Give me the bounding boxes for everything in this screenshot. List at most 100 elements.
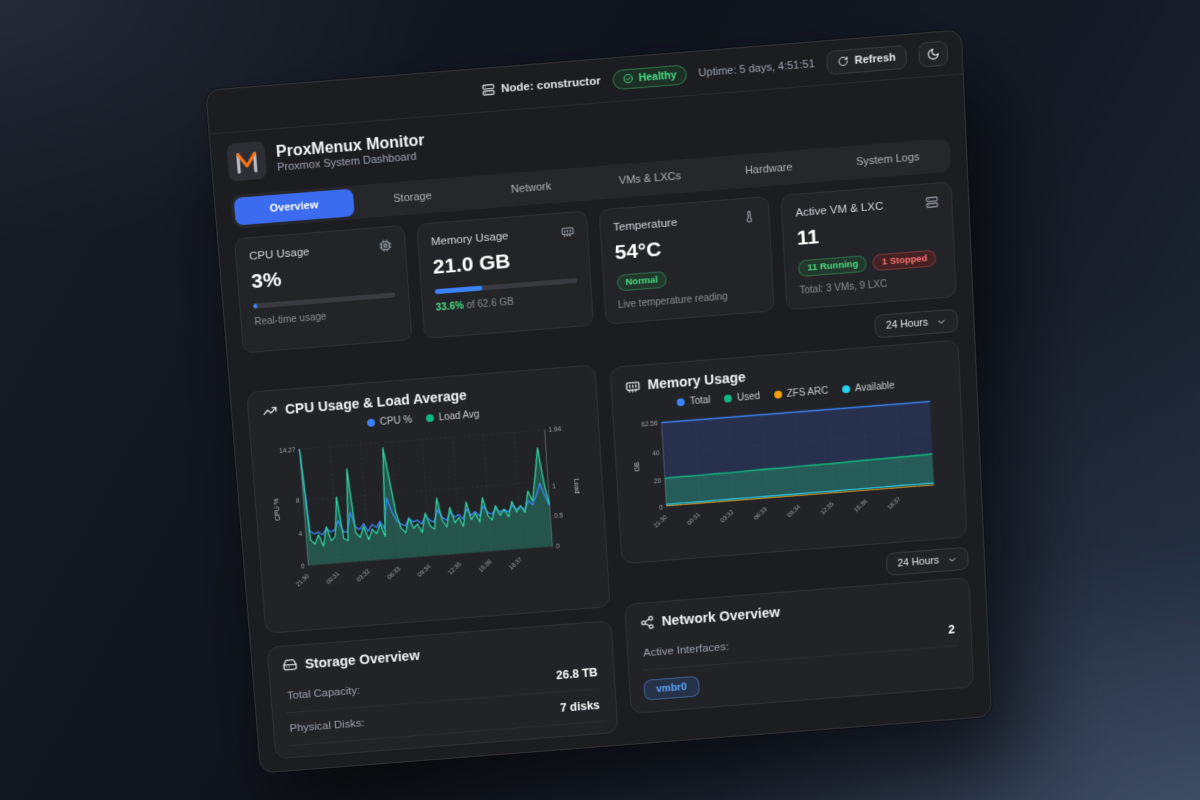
row-label: Physical Disks:	[289, 717, 365, 735]
row-label: Active Interfaces:	[642, 641, 730, 660]
cpu-load-chart: 21:30 00:31 03:32 06:33 09:34 12:35 15:36 18:37…	[272, 426, 581, 589]
y-axis-title: CPU %	[272, 497, 282, 521]
area-fill	[661, 401, 933, 479]
time-range-select[interactable]: 24 Hours	[874, 308, 959, 339]
y-tick-label: 1	[552, 483, 556, 490]
tab-overview[interactable]: Overview	[233, 188, 355, 226]
memory-usage-card: Memory Usage 21.0 GB 33.6% of 62.6 GB	[415, 210, 594, 340]
row-value: 7 disks	[559, 698, 601, 715]
server-stack-icon	[925, 195, 939, 209]
memory-progress-fill	[434, 285, 483, 295]
x-tick-label: 18:37	[508, 556, 524, 572]
proxmenux-logo-icon	[233, 147, 261, 175]
main-content: CPU Usage & Load Average CPU % Load Avg 2…	[244, 307, 975, 760]
health-badge: Healthy	[611, 63, 688, 90]
right-column: 24 Hours Memory Usage Total Used ZFS ARC Av…	[607, 307, 975, 715]
left-column: CPU Usage & Load Average CPU % Load Avg 2…	[244, 335, 618, 760]
y-axis-title: Load	[572, 478, 581, 494]
tab-vms-lxcs[interactable]: VMs & LXCs	[590, 160, 710, 197]
memory-icon	[624, 378, 640, 394]
network-overview-card: Network Overview Active Interfaces: 2 vmb…	[623, 577, 975, 715]
theme-toggle-button[interactable]	[918, 40, 949, 68]
node-label: Node: constructor	[500, 74, 601, 95]
legend-dot	[366, 418, 376, 427]
memory-caption-percent: 33.6%	[435, 300, 465, 314]
memory-chart-title: Memory Usage	[647, 369, 747, 393]
memory-card-label: Memory Usage	[430, 229, 509, 248]
legend-dot	[676, 398, 686, 407]
refresh-button[interactable]: Refresh	[826, 44, 908, 75]
y-tick-label: 0	[301, 563, 305, 570]
storage-overview-card: Storage Overview Total Capacity: 26.8 TB P…	[266, 620, 618, 760]
temperature-value: 54°C	[614, 238, 662, 265]
hard-drive-icon	[282, 657, 298, 672]
y-tick-label: 14.27	[279, 447, 296, 455]
cpu-icon	[378, 239, 392, 253]
y-tick-label: 0.5	[554, 513, 564, 520]
chevron-down-icon	[947, 554, 958, 565]
memory-chart: 21:30 00:31 03:32 06:33 09:34 12:35 15:36 18:37…	[632, 389, 953, 530]
vm-count-value: 11	[796, 225, 820, 250]
memory-caption-rest: of 62.6 GB	[463, 296, 515, 312]
memory-chart-card: Memory Usage Total Used ZFS ARC Available 2…	[608, 339, 968, 565]
row-value: 2	[948, 622, 956, 637]
interface-badge[interactable]: vmbr0	[642, 675, 700, 701]
tab-network[interactable]: Network	[471, 170, 591, 207]
row-label: Total Capacity:	[286, 685, 361, 702]
memory-value: 21.0 GB	[432, 250, 512, 279]
cpu-progress-fill	[253, 303, 258, 309]
tab-storage[interactable]: Storage	[352, 179, 473, 216]
vm-stopped-badge: 1 Stopped	[872, 249, 937, 272]
memory-caption: 33.6% of 62.6 GB	[435, 292, 578, 314]
chevron-down-icon	[936, 316, 947, 328]
y-tick-label: 1.94	[548, 426, 561, 434]
storage-rows: Total Capacity: 26.8 TB Physical Disks: 7 d…	[283, 656, 603, 746]
trending-up-icon	[262, 403, 278, 419]
x-tick-label: 06:33	[752, 506, 768, 522]
row-value: 26.8 TB	[555, 665, 599, 682]
legend-dot	[425, 414, 435, 423]
memory-icon	[560, 224, 574, 238]
y-tick-label: 62.56	[641, 420, 658, 428]
uptime-text: Uptime: 5 days, 4:51:51	[698, 57, 815, 79]
x-tick-label: 18:37	[886, 495, 902, 511]
cpu-load-chart-card: CPU Usage & Load Average CPU % Load Avg 2…	[246, 364, 611, 634]
x-tick-label: 21:30	[652, 514, 668, 530]
x-tick-label: 12:35	[447, 561, 463, 577]
network-icon	[639, 615, 654, 630]
tab-hardware[interactable]: Hardware	[709, 151, 829, 188]
app-logo	[226, 141, 268, 182]
cpu-usage-card: CPU Usage 3% Real-time usage	[233, 224, 413, 354]
vm-running-badge: 11 Running	[798, 255, 868, 278]
x-tick-label: 12:35	[819, 501, 835, 517]
x-tick-label: 21:30	[295, 573, 311, 589]
network-card-title: Network Overview	[661, 604, 781, 629]
dashboard-window: Node: constructor Healthy Uptime: 5 days…	[205, 29, 992, 774]
legend-item: Total	[676, 395, 711, 408]
legend-dot	[841, 385, 851, 394]
cpu-value: 3%	[250, 268, 283, 294]
y-axis-title: GB	[632, 461, 640, 472]
legend-dot	[773, 390, 782, 399]
memory-progress-track	[434, 278, 577, 295]
x-tick-label: 15:36	[852, 498, 868, 514]
x-tick-label: 03:32	[719, 509, 735, 525]
vm-caption: Total: 3 VMs, 9 LXC	[799, 278, 888, 297]
x-tick-label: 00:31	[325, 570, 341, 586]
y-tick-label: 20	[653, 478, 661, 485]
x-tick-label: 09:34	[786, 503, 802, 519]
legend-item: Used	[724, 391, 760, 404]
x-tick-label: 09:34	[417, 563, 433, 579]
server-icon	[482, 83, 495, 96]
y-tick-label: 40	[652, 451, 660, 458]
time-range-select[interactable]: 24 Hours	[886, 546, 969, 577]
legend-dot	[724, 394, 733, 403]
y-tick-label: 4	[298, 531, 302, 538]
tab-system-logs[interactable]: System Logs	[828, 141, 948, 178]
refresh-icon	[837, 55, 849, 67]
storage-card-title: Storage Overview	[304, 647, 421, 672]
temperature-card-label: Temperature	[612, 216, 678, 234]
area-fill	[299, 429, 553, 566]
app-header: ProxMenux Monitor Proxmox System Dashboa…	[210, 74, 966, 190]
y-tick-label: 8	[296, 498, 300, 505]
